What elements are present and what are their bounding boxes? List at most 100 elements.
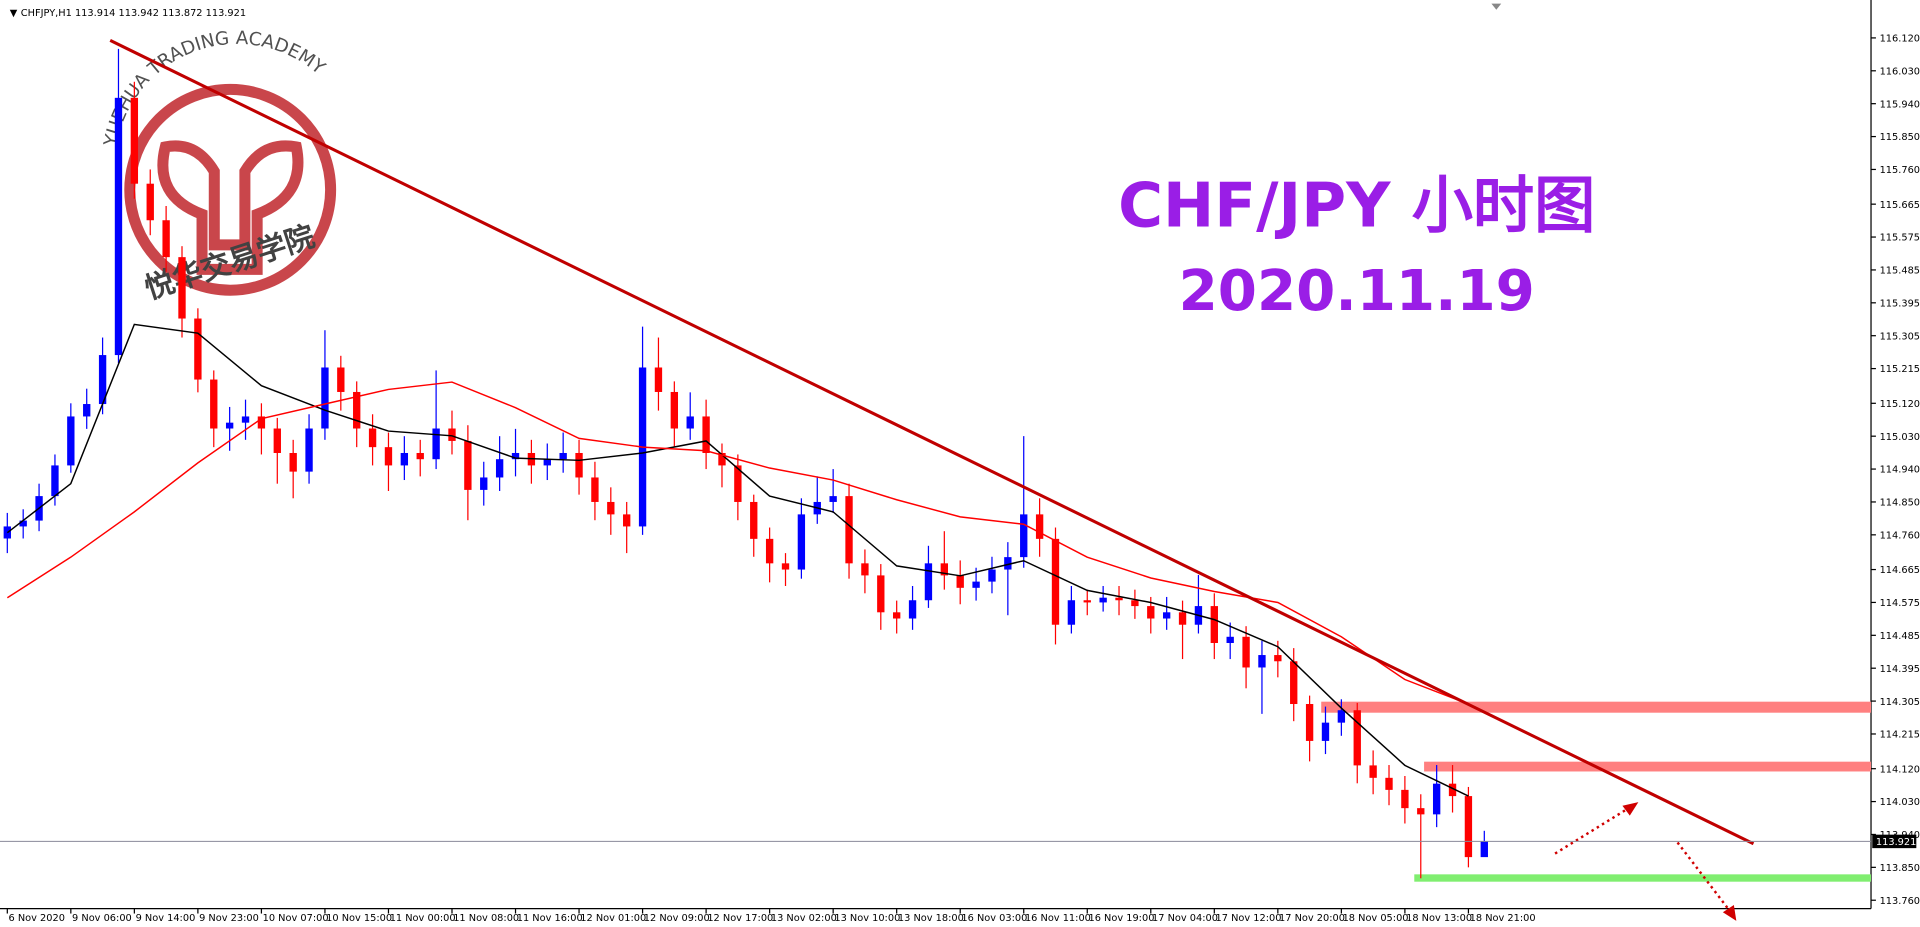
candle-body xyxy=(1321,722,1330,741)
y-tick-label: 115.940 xyxy=(1880,99,1920,110)
y-tick-label: 115.665 xyxy=(1880,200,1920,211)
logo-ring xyxy=(124,83,337,296)
candle-body xyxy=(877,575,885,613)
candle-body xyxy=(908,600,917,619)
candle-body xyxy=(670,391,679,429)
logo-mark xyxy=(157,140,304,275)
candle-body xyxy=(1369,765,1377,778)
y-tick-label: 114.395 xyxy=(1880,664,1920,675)
candle-body xyxy=(305,428,313,472)
candle-body xyxy=(114,97,123,356)
candle-body xyxy=(337,367,345,392)
candle-body xyxy=(1480,841,1488,858)
chart-header: CHFJPY,H1 113.914 113.942 113.872 113.92… xyxy=(21,8,246,19)
candle-body xyxy=(289,452,297,472)
x-tick-label: 16 Nov 03:00 xyxy=(961,913,1027,924)
candle-body xyxy=(702,416,710,453)
candle-body xyxy=(1305,704,1314,741)
last-price-label: 113.921 xyxy=(1876,837,1916,848)
candle-body xyxy=(845,496,853,564)
x-tick-label: 9 Nov 23:00 xyxy=(199,913,259,924)
y-tick-label: 114.665 xyxy=(1880,565,1920,576)
candle-body xyxy=(130,97,139,184)
x-tick-label: 12 Nov 17:00 xyxy=(707,913,773,924)
candle-body xyxy=(1051,538,1060,625)
candle-body xyxy=(1131,600,1139,607)
candle-body xyxy=(495,459,504,478)
candle-body xyxy=(781,563,790,570)
candle-body xyxy=(353,391,361,429)
x-tick-label: 6 Nov 2020 xyxy=(9,913,65,924)
candle-body xyxy=(480,477,488,490)
candle-body xyxy=(1258,655,1266,668)
y-tick-label: 114.940 xyxy=(1880,465,1920,476)
candle-body xyxy=(1004,557,1012,570)
resistance-zone xyxy=(1321,701,1872,713)
candle-body xyxy=(146,183,154,221)
y-tick-label: 114.485 xyxy=(1880,631,1920,642)
candle-body xyxy=(988,569,996,582)
candle-body xyxy=(257,416,266,429)
candle-body xyxy=(1147,606,1155,619)
y-tick-label: 115.305 xyxy=(1880,331,1920,342)
zones xyxy=(1321,701,1872,882)
scroll-marker xyxy=(1491,3,1502,10)
y-tick-label: 115.850 xyxy=(1880,132,1920,143)
candle-body xyxy=(1210,606,1218,643)
arrowhead xyxy=(1722,904,1737,921)
x-tick-label: 18 Nov 05:00 xyxy=(1343,913,1409,924)
candle-body xyxy=(1178,612,1187,625)
candle-body xyxy=(1035,514,1044,539)
candle-body xyxy=(654,367,663,392)
x-tick-label: 17 Nov 12:00 xyxy=(1216,913,1282,924)
x-tick-label: 13 Nov 10:00 xyxy=(834,913,900,924)
candle-body xyxy=(448,428,456,441)
x-tick-label: 11 Nov 16:00 xyxy=(517,913,583,924)
candle-body xyxy=(1274,655,1282,662)
trendline xyxy=(109,39,1755,846)
candle-body xyxy=(575,452,583,478)
moving-average xyxy=(6,323,1469,797)
candle-body xyxy=(1448,783,1457,797)
candle-body xyxy=(623,514,631,527)
candle-body xyxy=(432,428,440,460)
y-tick-label: 115.215 xyxy=(1880,364,1920,375)
y-tick-label: 114.305 xyxy=(1880,697,1920,708)
y-tick-label: 113.850 xyxy=(1880,863,1920,874)
candle-body xyxy=(210,379,218,429)
candle-body xyxy=(765,538,774,564)
y-tick-label: 116.120 xyxy=(1880,34,1920,45)
candle-body xyxy=(734,465,742,502)
arrow-down xyxy=(1676,841,1730,911)
candle-body xyxy=(321,367,329,429)
support-zone xyxy=(1414,874,1872,882)
candle-body xyxy=(1162,612,1171,619)
candle-body xyxy=(607,501,615,515)
y-tick-label: 114.120 xyxy=(1880,764,1920,775)
candle-body xyxy=(1464,796,1473,858)
last-price-box xyxy=(1872,834,1917,849)
y-tick-label: 115.760 xyxy=(1880,165,1920,176)
chart-title: CHF/JPY 小时图 xyxy=(1118,171,1595,242)
candle-body xyxy=(241,416,250,423)
y-tick-label: 115.120 xyxy=(1880,399,1920,410)
candle-body xyxy=(1067,600,1076,625)
candle-body xyxy=(718,452,726,466)
x-tick-label: 9 Nov 14:00 xyxy=(136,913,196,924)
y-tick-label: 115.030 xyxy=(1880,432,1920,443)
candle-body xyxy=(1242,636,1250,668)
candle-body xyxy=(51,465,59,497)
candle-body xyxy=(178,257,186,319)
candle-body xyxy=(416,452,424,460)
x-tick-label: 12 Nov 01:00 xyxy=(580,913,646,924)
x-tick-label: 10 Nov 15:00 xyxy=(326,913,392,924)
arrowhead xyxy=(1622,802,1639,816)
candle-body xyxy=(384,447,393,466)
x-tick-label: 13 Nov 02:00 xyxy=(771,913,837,924)
candle-body xyxy=(511,452,520,460)
candle-body xyxy=(750,501,758,539)
candle-body xyxy=(893,612,901,619)
candle-body xyxy=(1099,597,1107,603)
candle-body xyxy=(543,459,551,466)
